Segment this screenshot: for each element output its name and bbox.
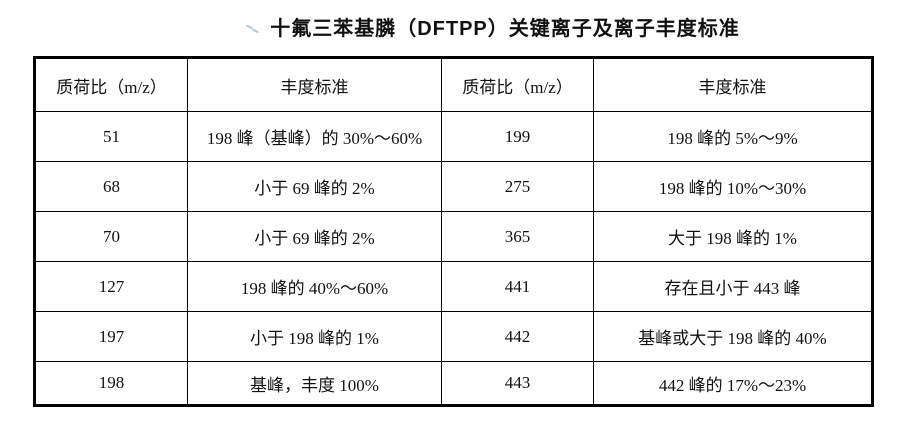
abundance-cell: 大于 198 峰的 1% [593, 211, 873, 262]
abundance-cell: 198 峰的 5%～9% [593, 111, 873, 162]
column-header-abundance-left: 丰度标准 [187, 57, 442, 112]
abundance-cell: 198 峰的 10%～30% [593, 161, 873, 212]
table-row: 197 小于 198 峰的 1% 442 基峰或大于 198 峰的 40% [34, 311, 873, 362]
column-header-mz-left: 质荷比（m/z） [34, 57, 188, 112]
mz-cell: 365 [441, 211, 594, 262]
mz-cell: 70 [34, 211, 188, 262]
abundance-cell: 小于 69 峰的 2% [187, 161, 442, 212]
abundance-cell: 198 峰（基峰）的 30%～60% [187, 111, 442, 162]
abundance-cell: 存在且小于 443 峰 [593, 261, 873, 312]
abundance-cell: 基峰，丰度 100% [187, 361, 442, 406]
table-row: 70 小于 69 峰的 2% 365 大于 198 峰的 1% [34, 211, 873, 262]
table-row: 51 198 峰（基峰）的 30%～60% 199 198 峰的 5%～9% [34, 111, 873, 162]
abundance-cell: 小于 69 峰的 2% [187, 211, 442, 262]
table-row: 127 198 峰的 40%～60% 441 存在且小于 443 峰 [34, 261, 873, 312]
table-header-row: 质荷比（m/z） 丰度标准 质荷比（m/z） 丰度标准 [34, 57, 873, 112]
mz-cell: 443 [441, 361, 594, 406]
mz-cell: 127 [34, 261, 188, 312]
mz-cell: 275 [441, 161, 594, 212]
dftpp-ion-abundance-table: 质荷比（m/z） 丰度标准 质荷比（m/z） 丰度标准 51 198 峰（基峰）… [33, 56, 874, 407]
abundance-cell: 442 峰的 17%～23% [593, 361, 873, 406]
mz-cell: 441 [441, 261, 594, 312]
mz-cell: 68 [34, 161, 188, 212]
mz-cell: 442 [441, 311, 594, 362]
mz-cell: 199 [441, 111, 594, 162]
abundance-cell: 基峰或大于 198 峰的 40% [593, 311, 873, 362]
page-title: 十氟三苯基膦（DFTPP）关键离子及离子丰度标准 [270, 18, 740, 40]
abundance-cell: 小于 198 峰的 1% [187, 311, 442, 362]
abundance-cell: 198 峰的 40%～60% [187, 261, 442, 312]
mz-cell: 197 [34, 311, 188, 362]
table-row: 198 基峰，丰度 100% 443 442 峰的 17%～23% [34, 361, 873, 406]
mz-cell: 51 [34, 111, 188, 162]
table-row: 68 小于 69 峰的 2% 275 198 峰的 10%～30% [34, 161, 873, 212]
column-header-abundance-right: 丰度标准 [593, 57, 873, 112]
column-header-mz-right: 质荷比（m/z） [441, 57, 594, 112]
mz-cell: 198 [34, 361, 188, 406]
